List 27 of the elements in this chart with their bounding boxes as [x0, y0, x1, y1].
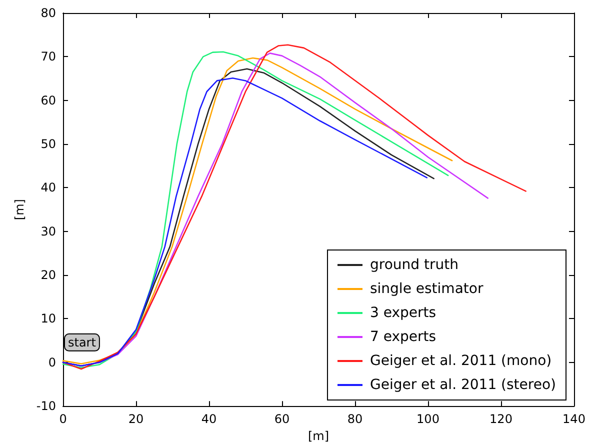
legend-label: 7 experts: [370, 329, 436, 345]
y-tick-label: 80: [40, 6, 56, 20]
legend-label: ground truth: [370, 257, 458, 273]
legend-label: 3 experts: [370, 305, 436, 321]
y-axis-title: [m]: [12, 199, 26, 220]
y-tick-label: 20: [40, 268, 56, 282]
annotation: start: [68, 335, 96, 350]
y-tick-label: 60: [40, 93, 56, 108]
y-tick-label: 0: [48, 355, 56, 370]
x-tick-label: 20: [128, 412, 144, 426]
y-tick-label: 40: [40, 180, 56, 195]
legend-label: Geiger et al. 2011 (stereo): [370, 377, 556, 393]
y-tick-label: 30: [40, 224, 56, 238]
y-tick-label: 70: [40, 50, 56, 64]
y-tick-label: 50: [40, 137, 56, 152]
x-tick-label: 80: [347, 412, 363, 426]
legend-label: Geiger et al. 2011 (mono): [370, 353, 552, 369]
legend-label: single estimator: [370, 281, 484, 297]
x-tick-label: 100: [416, 412, 440, 426]
x-tick-label: 120: [490, 412, 512, 426]
y-tick-label: 10: [40, 312, 56, 326]
y-tick-label: -10: [36, 399, 56, 414]
x-axis-title: [m]: [308, 429, 330, 443]
x-tick-label: 60: [274, 412, 290, 426]
x-tick-label: 140: [562, 412, 586, 426]
x-tick-label: 0: [59, 412, 67, 426]
x-tick-label: 40: [201, 412, 217, 426]
